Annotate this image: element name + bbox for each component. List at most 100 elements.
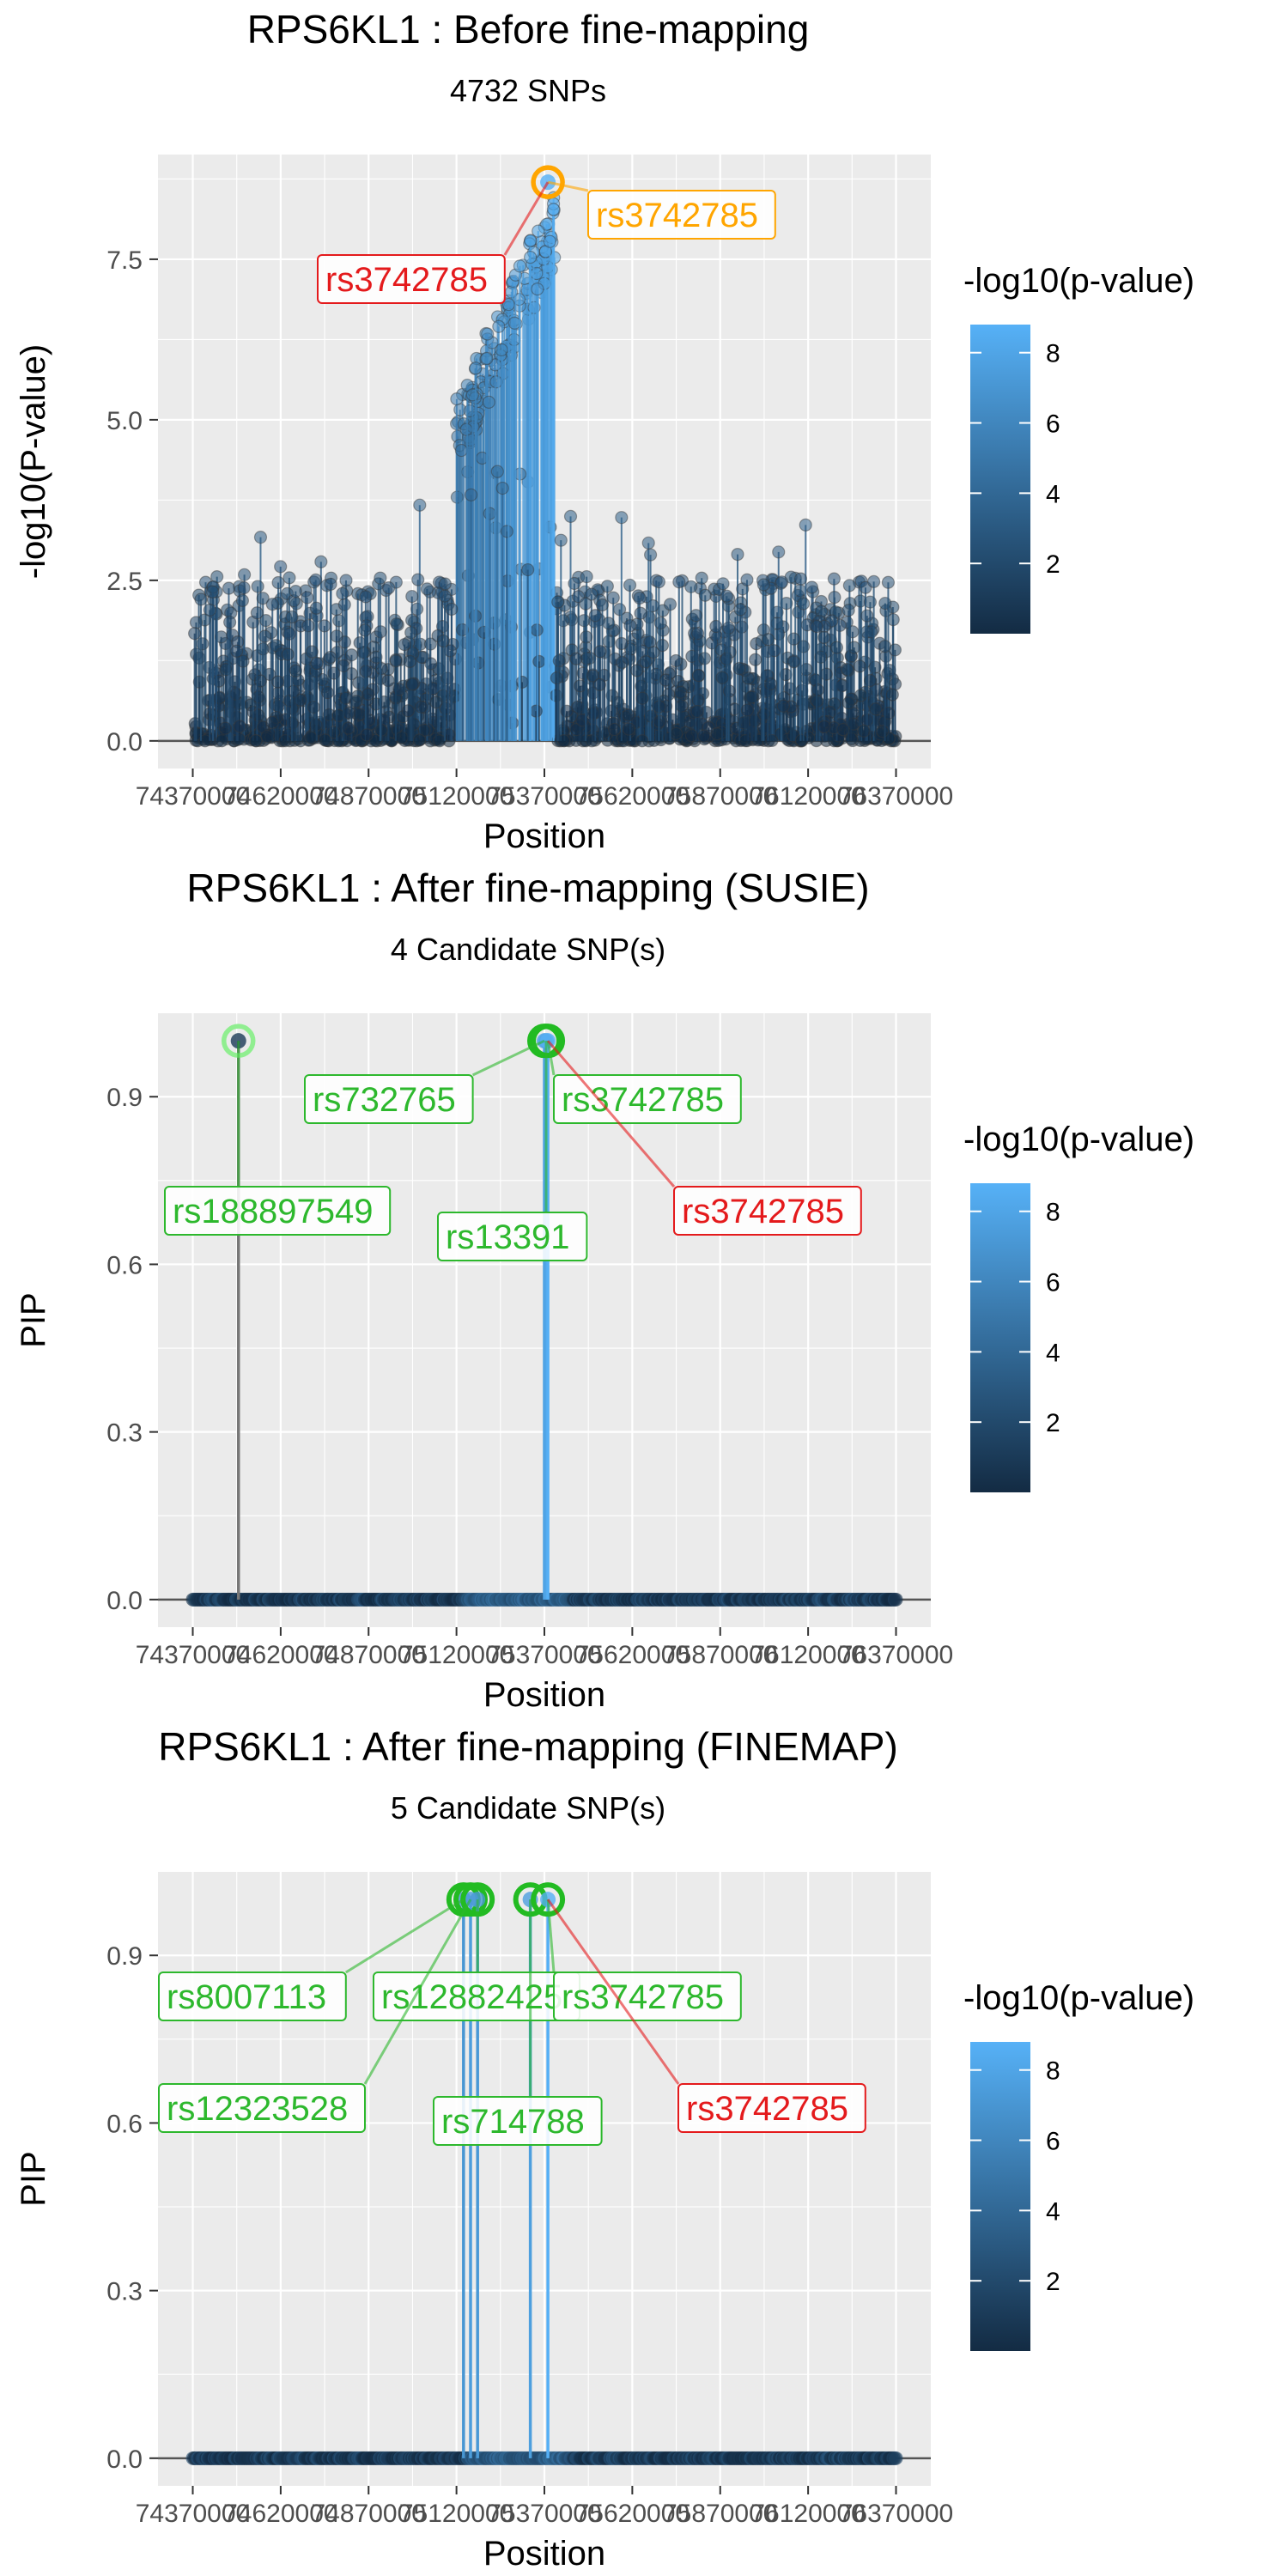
snp-point (331, 708, 345, 722)
snp-point (633, 591, 647, 605)
y-tick-label: 0.6 (106, 2110, 143, 2138)
snp-point (585, 587, 598, 601)
snp-point (324, 577, 337, 592)
snp-point (450, 392, 464, 406)
snp-point (414, 700, 428, 714)
snp-point (635, 734, 649, 748)
snp-point (405, 677, 419, 691)
snp-point (403, 654, 416, 668)
snp-point (344, 648, 359, 662)
annotation-connector (546, 1040, 676, 1188)
annotation-label: rs3742785 (596, 197, 758, 234)
snp-point (794, 733, 809, 747)
annotation-label-box (673, 1186, 862, 1236)
snp-point (198, 734, 212, 748)
chart-subtitle: 4 Candidate SNP(s) (391, 932, 665, 967)
snp-point (287, 684, 301, 698)
snp-point (811, 683, 825, 697)
snp-point (787, 655, 801, 669)
snp-point (799, 518, 812, 532)
snp-point (634, 606, 647, 620)
snp-point (256, 592, 270, 605)
annotation-label: rs3742785 (682, 1193, 844, 1230)
snp-point (740, 703, 754, 717)
snp-point (349, 695, 363, 708)
x-tick-label: 74870000 (312, 2500, 426, 2528)
annotation-connector (345, 1898, 465, 1974)
x-tick-label: 75370000 (487, 782, 601, 811)
snp-point (500, 525, 513, 538)
legend-tick-label: 8 (1046, 2057, 1060, 2086)
snp-point (817, 630, 831, 644)
snp-point (848, 641, 861, 654)
snp-point (401, 704, 415, 718)
snp-point (653, 616, 667, 630)
snp-point (460, 379, 474, 392)
snp-point (235, 593, 249, 607)
snp-point (885, 688, 899, 702)
snp-point (841, 604, 855, 617)
snp-point (271, 575, 285, 590)
x-axis-label: Position (483, 2535, 605, 2573)
snp-point (878, 596, 892, 611)
snp-point (271, 675, 285, 689)
snp-point (684, 580, 698, 593)
snp-point (289, 664, 303, 677)
snp-point (305, 645, 319, 659)
snp-point (515, 675, 529, 690)
snp-point (841, 696, 855, 710)
snp-point (675, 699, 689, 713)
x-tick-label: 76370000 (839, 2500, 953, 2528)
snp-point (513, 259, 527, 273)
x-tick-label: 74620000 (223, 2500, 337, 2528)
chart-subtitle: 5 Candidate SNP(s) (391, 1790, 665, 1826)
snp-point (577, 614, 591, 628)
snp-point (301, 619, 315, 633)
snp-point (588, 609, 602, 623)
snp-point (695, 571, 708, 585)
snp-point (374, 571, 387, 585)
snp-point (429, 696, 443, 709)
snp-point (206, 585, 220, 598)
snp-point (395, 731, 409, 744)
snp-point (716, 577, 730, 591)
y-axis-label: PIP (15, 1292, 52, 1347)
legend-colorbar (970, 1183, 1030, 1492)
snp-point (314, 555, 328, 568)
snp-point (412, 733, 427, 747)
legend-title: -log10(p-value) (963, 1121, 1194, 1158)
candidate-ring (531, 165, 565, 199)
snp-point (776, 699, 790, 713)
snp-point (250, 606, 264, 620)
snp-point (495, 481, 509, 495)
legend-tick-label: 6 (1046, 2128, 1060, 2156)
snp-point (529, 704, 543, 718)
annotation-label-box (553, 1971, 742, 2021)
snp-point (876, 725, 890, 738)
snp-point (490, 465, 504, 478)
snp-point (602, 617, 616, 630)
snp-point (310, 656, 324, 671)
snp-point (501, 298, 515, 312)
legend-tick-label: 2 (1046, 550, 1060, 579)
snp-point (481, 327, 495, 341)
snp-point (732, 662, 746, 676)
snp-point (817, 720, 831, 733)
snp-point (194, 592, 208, 606)
legend-tick-label: 6 (1046, 410, 1060, 439)
y-tick-label: 0.0 (106, 1587, 143, 1615)
annotation-label: rs13391 (446, 1218, 570, 1256)
snp-point (368, 733, 382, 747)
snp-point (337, 659, 350, 673)
x-tick-label: 75120000 (399, 782, 513, 811)
x-tick-label: 75870000 (663, 1641, 777, 1669)
x-tick-label: 75370000 (487, 1641, 601, 1669)
snp-point (260, 730, 274, 744)
snp-point (854, 689, 867, 702)
y-axis-label: -log10(P-value) (15, 344, 52, 579)
snp-point (463, 404, 477, 418)
snp-point (454, 443, 468, 458)
snp-point (369, 650, 383, 664)
annotation-label: rs12323528 (167, 2090, 348, 2128)
